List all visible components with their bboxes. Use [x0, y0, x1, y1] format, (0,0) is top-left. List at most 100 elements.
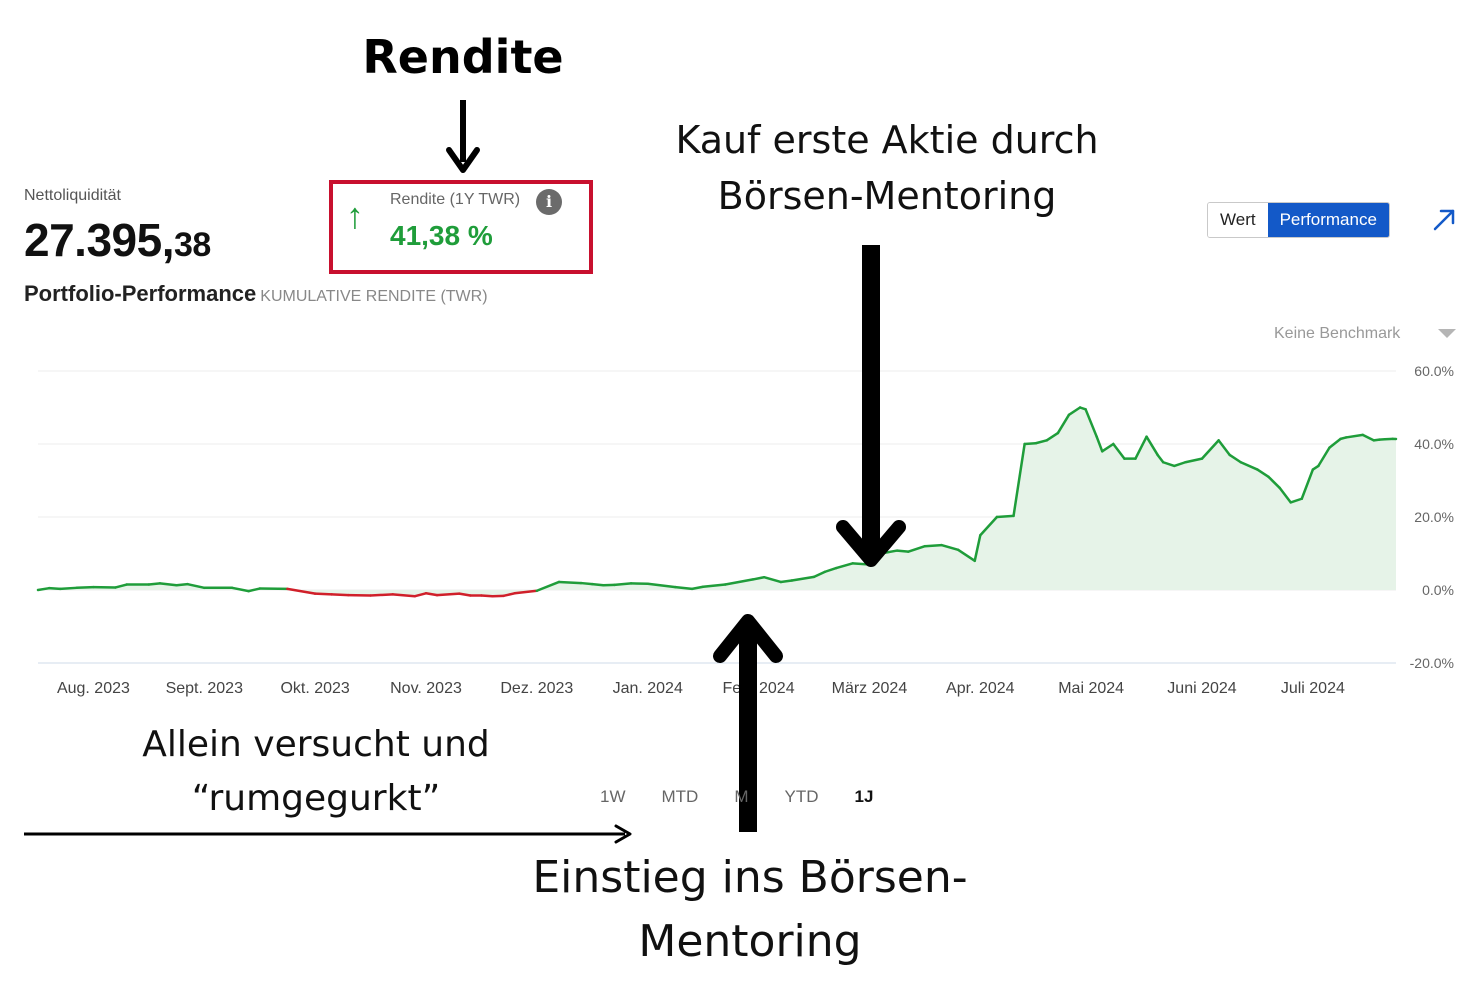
annotation-allein-line1: Allein versucht und: [142, 724, 490, 765]
x-tick-label: Dez. 2023: [500, 680, 573, 697]
series-line-segment: [1328, 437, 1342, 449]
series-line-segment: [1256, 468, 1270, 479]
annotation-arrow-allein: [24, 824, 632, 844]
annotation-einstieg: Einstieg ins Börsen- Mentoring: [470, 846, 1030, 974]
series-line-segment: [895, 549, 910, 553]
series-line-segment: [995, 514, 1015, 519]
series-line-segment: [513, 589, 539, 595]
series-line-segment: [1023, 442, 1037, 446]
series-line-segment: [1045, 431, 1060, 442]
up-arrow-icon: ↑: [346, 195, 364, 236]
y-tick-label: 40.0%: [1414, 436, 1454, 452]
series-line-segment: [591, 582, 605, 587]
rendite-label: Rendite (1Y TWR): [390, 191, 521, 208]
series-line-group: [36, 406, 1398, 598]
performance-button[interactable]: Performance: [1267, 203, 1389, 237]
x-tick-label: Feb. 2024: [723, 680, 795, 697]
series-line-segment: [391, 593, 417, 598]
series-line-segment: [1200, 439, 1220, 460]
range-1w[interactable]: 1W: [600, 787, 626, 806]
series-line-segment: [940, 543, 960, 552]
portfolio-subtitle: KUMULATIVE RENDITE (TWR): [260, 288, 488, 305]
series-line-segment: [535, 580, 561, 592]
series-line-segment: [1112, 442, 1126, 460]
series-line-segment: [247, 587, 261, 593]
net-liquidity-dec: 38: [173, 226, 211, 264]
series-line-segment: [186, 582, 206, 590]
x-tick-label: Apr. 2024: [946, 680, 1015, 697]
series-line-segment: [286, 587, 317, 595]
series-line-segment: [1239, 461, 1259, 471]
series-line-segment: [369, 593, 394, 597]
series-line-segment: [1161, 461, 1176, 468]
series-line-segment: [58, 586, 79, 591]
series-line-segment: [1067, 406, 1082, 417]
area-fill: [38, 407, 1396, 597]
rendite-highlight-box: [329, 180, 593, 274]
series-line-segment: [674, 585, 694, 591]
annotation-kauf-line2: Börsen-Mentoring: [717, 174, 1057, 218]
x-tick-label: Sept. 2023: [166, 680, 244, 697]
series-line-segment: [579, 581, 594, 586]
range-m[interactable]: M: [734, 787, 749, 806]
info-icon[interactable]: i: [536, 189, 562, 215]
y-tick-label: 0.0%: [1422, 582, 1454, 598]
portfolio-title-text: Portfolio-Performance: [24, 281, 257, 306]
series-line-segment: [1217, 439, 1231, 457]
series-line-segment: [1156, 453, 1165, 464]
y-tick-label: -20.0%: [1410, 655, 1454, 671]
series-line-segment: [424, 592, 439, 597]
range-1j[interactable]: 1J: [854, 787, 874, 806]
x-tick-label: Mai 2024: [1058, 680, 1124, 697]
series-line-segment: [1184, 457, 1204, 464]
annotation-einstieg-line1: Einstieg ins Börsen-: [532, 852, 968, 903]
x-tick-label: Juni 2024: [1167, 680, 1236, 697]
annotation-einstieg-line2: Mentoring: [638, 916, 862, 967]
range-selector: 1W MTD M YTD 1J: [600, 787, 909, 807]
series-line-segment: [956, 548, 976, 563]
expand-icon[interactable]: [1430, 206, 1458, 234]
annotation-allein-line2: “rumgegurkt”: [191, 778, 441, 819]
series-line-segment: [690, 585, 705, 591]
series-line-segment: [47, 586, 62, 591]
y-tick-label: 20.0%: [1414, 509, 1454, 525]
series-line-segment: [330, 593, 350, 597]
annotation-kauf: Kauf erste Aktie durch Börsen-Mentoring: [640, 112, 1134, 224]
benchmark-select[interactable]: Keine Benchmark: [1274, 325, 1401, 342]
series-line-segment: [1012, 442, 1026, 518]
x-tick-label: März 2024: [832, 680, 908, 697]
range-mtd[interactable]: MTD: [661, 787, 699, 806]
wert-button[interactable]: Wert: [1208, 203, 1268, 237]
series-line-segment: [613, 582, 633, 587]
chevron-down-icon[interactable]: [1438, 329, 1456, 338]
annotation-kauf-line1: Kauf erste Aktie durch: [675, 118, 1099, 162]
series-line-segment: [724, 578, 755, 586]
series-line-segment: [1095, 435, 1104, 453]
series-line-segment: [147, 582, 162, 586]
y-tick-label: 60.0%: [1414, 363, 1454, 379]
series-line-segment: [1173, 461, 1187, 468]
x-tick-label: Aug. 2023: [57, 680, 130, 697]
annotation-allein: Allein versucht und “rumgegurkt”: [96, 718, 536, 826]
net-liquidity-label: Nettoliquidität: [24, 187, 121, 204]
series-line-segment: [790, 575, 816, 582]
portfolio-title: Portfolio-Performance KUMULATIVE RENDITE …: [24, 281, 488, 307]
series-line-segment: [175, 582, 189, 587]
series-line-segment: [1134, 435, 1148, 460]
series-line-segment: [973, 534, 982, 563]
series-line-segment: [75, 585, 95, 590]
series-line-segment: [1084, 408, 1098, 438]
annotation-arrow-kauf: [836, 245, 906, 567]
annotation-rendite-title: Rendite: [362, 30, 564, 84]
range-ytd[interactable]: YTD: [784, 787, 819, 806]
annotation-arrow-rendite: [446, 100, 480, 173]
x-tick-label: Jan. 2024: [613, 680, 683, 697]
x-tick-label: Nov. 2023: [390, 680, 462, 697]
series-line-segment: [701, 583, 727, 588]
x-tick-label: Okt. 2023: [280, 680, 349, 697]
series-line-segment: [979, 515, 999, 537]
series-line-segment: [779, 579, 794, 584]
series-line-segment: [435, 592, 461, 597]
net-liquidity-int: 27.395,: [24, 214, 174, 266]
